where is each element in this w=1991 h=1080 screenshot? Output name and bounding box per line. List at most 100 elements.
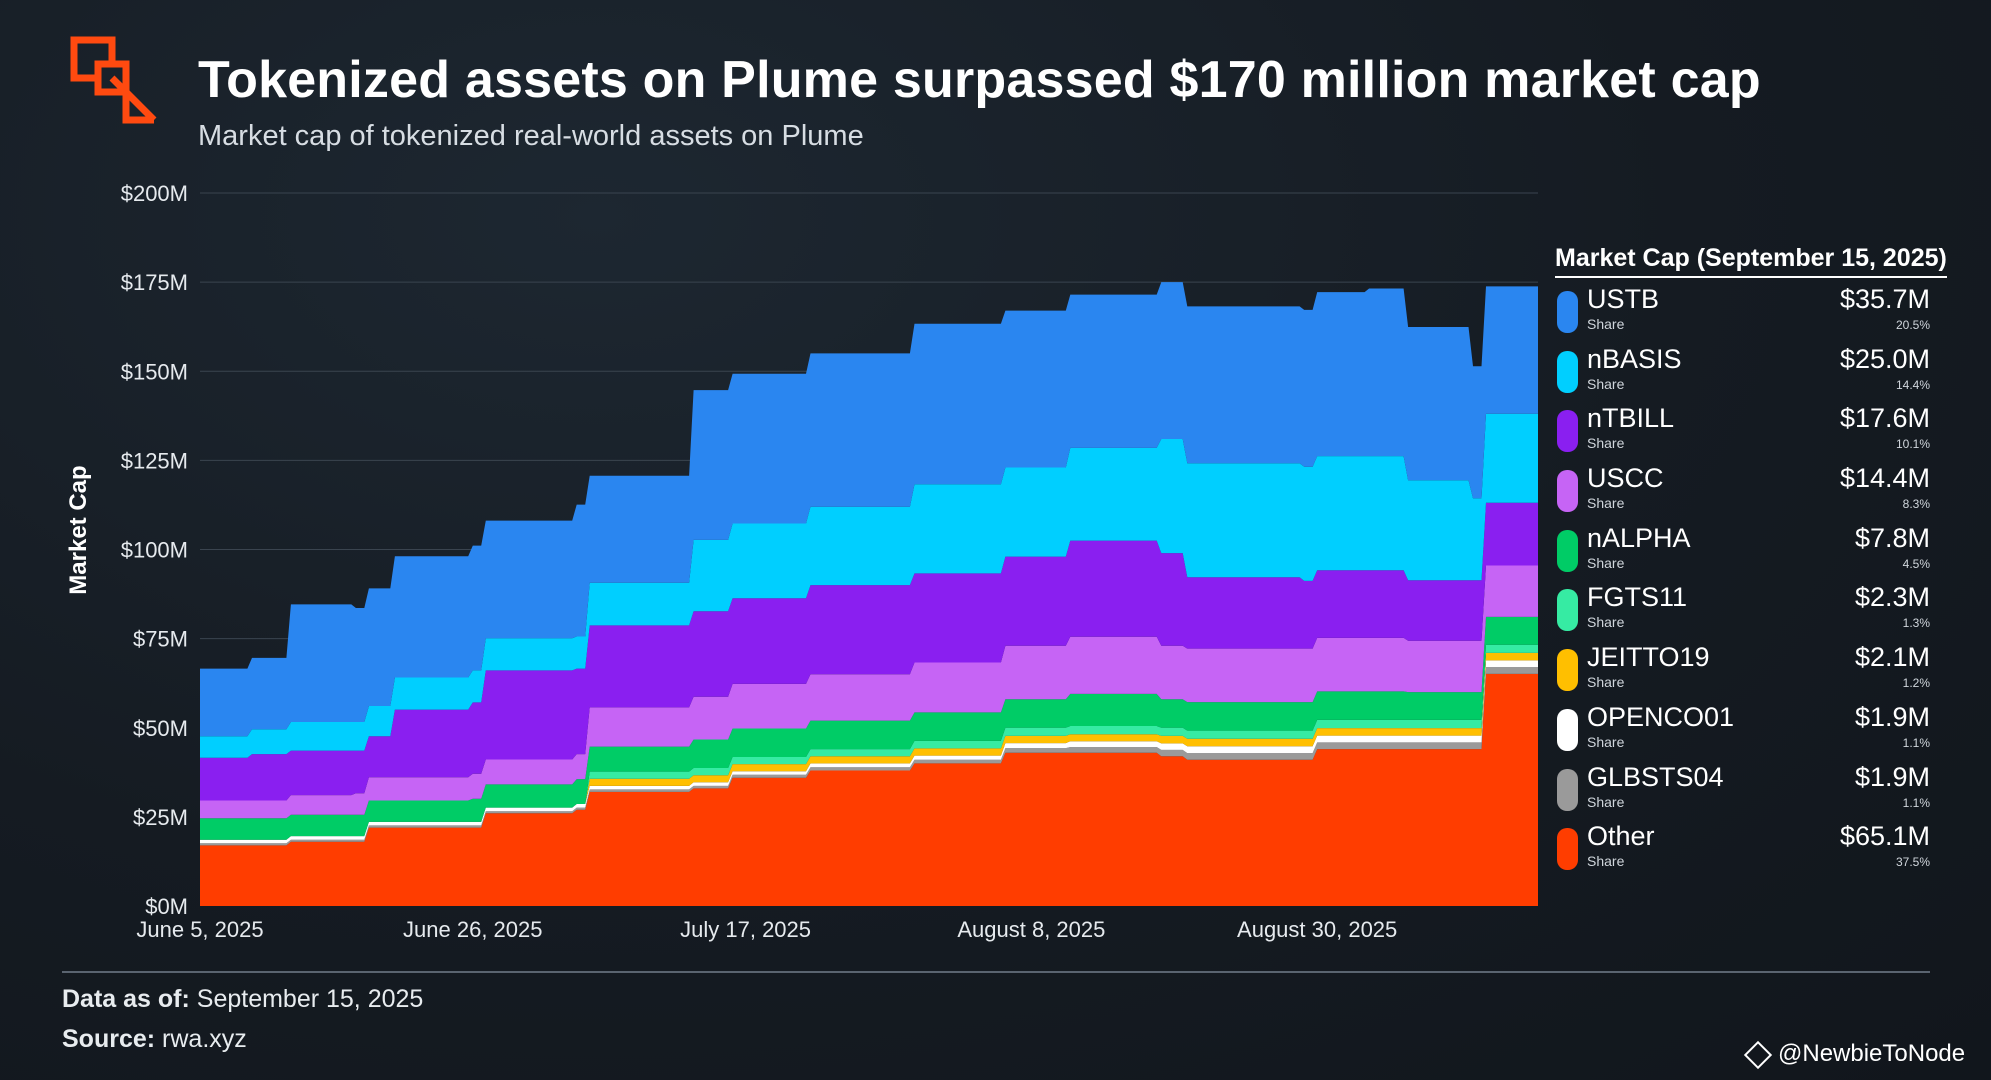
- y-tick-label: $175M: [121, 270, 188, 295]
- legend-share-label: Share: [1587, 316, 1625, 332]
- y-tick-label: $150M: [121, 359, 188, 384]
- legend-title: Market Cap (September 15, 2025): [1555, 244, 1947, 278]
- legend-value: $25.0M: [1839, 343, 1930, 374]
- legend-share-label: Share: [1587, 853, 1625, 870]
- legend-share-label: Share: [1587, 375, 1625, 392]
- legend-name: GLBSTS04: [1587, 761, 1724, 792]
- watermark-text: @NewbieToNode: [1778, 1040, 1966, 1067]
- y-tick-label: $50M: [133, 716, 188, 741]
- x-tick-label: August 30, 2025: [1237, 917, 1397, 942]
- legend-share-label: Share: [1587, 793, 1625, 810]
- legend-share-value: 1.3%: [1902, 616, 1930, 631]
- legend-share-label: Share: [1587, 495, 1625, 512]
- legend-item: FGTS11 Share $2.3M 1.3%: [1555, 576, 1965, 636]
- legend-share-value: 37.5%: [1895, 855, 1930, 870]
- watermark: @NewbieToNode: [1743, 1040, 1966, 1069]
- legend-swatch: [1557, 828, 1578, 871]
- x-tick-label: June 26, 2025: [403, 917, 542, 942]
- area-series-other: [200, 673, 1538, 906]
- legend-value: $14.4M: [1839, 463, 1930, 494]
- plume-logo-icon: [70, 36, 157, 124]
- legend-value: $17.6M: [1839, 403, 1930, 434]
- legend-share-value: 4.5%: [1902, 556, 1930, 571]
- chart-title: Tokenized assets on Plume surpassed $170…: [198, 51, 1761, 109]
- legend-name: nBASIS: [1587, 343, 1682, 374]
- legend-item: nTBILL Share $17.6M 10.1%: [1555, 397, 1965, 457]
- legend-swatch: [1557, 470, 1578, 513]
- diamond-icon: [1743, 1040, 1773, 1069]
- legend-item: USCC Share $14.4M 8.3%: [1555, 457, 1965, 517]
- legend-item: Other Share $65.1M 37.5%: [1555, 815, 1965, 875]
- legend-name: USTB: [1587, 284, 1660, 314]
- legend-share-value: 1.1%: [1902, 795, 1930, 810]
- area-series-glbsts04: [200, 667, 1538, 846]
- legend-value: $35.7M: [1839, 284, 1930, 314]
- legend-swatch: [1557, 410, 1578, 453]
- footer-divider: [62, 971, 1930, 973]
- data-as-of: Data as of: September 15, 2025: [62, 985, 423, 1014]
- legend-value: $2.1M: [1854, 642, 1930, 673]
- area-series-nalpha: [200, 616, 1538, 840]
- legend-swatch: [1557, 708, 1578, 751]
- legend-name: nTBILL: [1587, 403, 1675, 434]
- legend-value: $7.8M: [1854, 522, 1930, 553]
- legend-name: OPENCO01: [1587, 701, 1735, 732]
- legend-name: USCC: [1587, 463, 1664, 494]
- legend-share-label: Share: [1587, 435, 1625, 452]
- legend-item: JEITTO19 Share $2.1M 1.2%: [1555, 636, 1965, 696]
- legend-item: nBASIS Share $25.0M 14.4%: [1555, 338, 1965, 398]
- legend-share-value: 14.4%: [1895, 377, 1930, 392]
- legend-value: $65.1M: [1839, 821, 1930, 852]
- area-series-nbasis: [200, 413, 1538, 758]
- y-tick-label: $25M: [133, 805, 188, 830]
- data-as-of-label: Data as of:: [62, 985, 190, 1013]
- data-as-of-value: September 15, 2025: [196, 985, 424, 1013]
- legend-name: FGTS11: [1587, 582, 1688, 613]
- y-tick-label: $100M: [121, 538, 188, 563]
- area-series-openco01: [200, 660, 1538, 844]
- legend-share-label: Share: [1587, 733, 1625, 750]
- legend-swatch: [1557, 291, 1578, 333]
- legend-swatch: [1557, 350, 1578, 393]
- x-tick-label: July 17, 2025: [680, 917, 811, 942]
- legend-value: $1.9M: [1854, 761, 1930, 792]
- legend: Market Cap (September 15, 2025) USTB Shar…: [1555, 244, 1965, 875]
- y-tick-label: $200M: [121, 181, 188, 206]
- legend-share-value: 1.2%: [1902, 676, 1930, 691]
- y-tick-label: $0M: [145, 894, 188, 919]
- source: Source: rwa.xyz: [62, 1025, 247, 1054]
- y-axis-label: Market Cap: [65, 465, 92, 594]
- y-tick-label: $125M: [121, 448, 188, 473]
- legend-share-value: 20.5%: [1895, 318, 1930, 332]
- legend-share-value: 1.1%: [1902, 735, 1930, 750]
- x-tick-label: June 5, 2025: [136, 917, 263, 942]
- x-tick-label: August 8, 2025: [957, 917, 1105, 942]
- legend-share-label: Share: [1587, 554, 1625, 571]
- area-series-ustb: [200, 282, 1538, 737]
- legend-item: USTB Share $35.7M 20.5%: [1555, 278, 1965, 338]
- chart-subtitle: Market cap of tokenized real-world asset…: [198, 120, 864, 152]
- source-label: Source:: [62, 1025, 156, 1053]
- legend-share-label: Share: [1587, 614, 1625, 631]
- legend-share-value: 10.1%: [1895, 437, 1930, 452]
- legend-value: $1.9M: [1854, 701, 1930, 732]
- legend-swatch: [1557, 768, 1578, 811]
- legend-rows: USTB Share $35.7M 20.5% nBASIS Share $25.0M 14.…: [1555, 278, 1965, 875]
- legend-name: Other: [1587, 821, 1655, 852]
- legend-share-label: Share: [1587, 674, 1625, 691]
- legend-name: JEITTO19: [1587, 642, 1710, 673]
- legend-item: GLBSTS04 Share $1.9M 1.1%: [1555, 756, 1965, 816]
- area-series-uscc: [200, 565, 1538, 819]
- legend-name: nALPHA: [1587, 522, 1691, 553]
- legend-value: $2.3M: [1854, 582, 1930, 613]
- legend-swatch: [1557, 529, 1578, 572]
- area-series-ntbill: [200, 502, 1538, 801]
- legend-share-value: 8.3%: [1902, 497, 1930, 512]
- source-value: rwa.xyz: [162, 1025, 247, 1053]
- y-tick-label: $75M: [133, 627, 188, 652]
- legend-swatch: [1557, 649, 1578, 692]
- legend-item: nALPHA Share $7.8M 4.5%: [1555, 517, 1965, 577]
- legend-item: OPENCO01 Share $1.9M 1.1%: [1555, 696, 1965, 756]
- legend-swatch: [1557, 589, 1578, 632]
